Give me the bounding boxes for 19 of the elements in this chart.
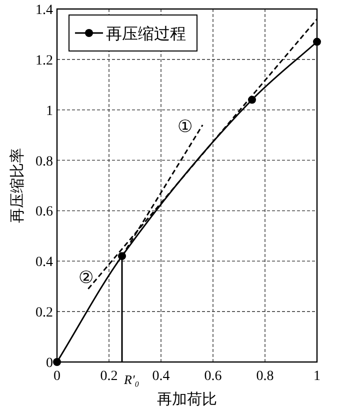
text: R′₀ bbox=[123, 372, 140, 387]
x-axis-title: 再加荷比 bbox=[157, 391, 217, 408]
annotation: ② bbox=[78, 268, 94, 287]
y-axis-title: 再压缩比率 bbox=[9, 148, 26, 223]
y-tick-label: 0.4 bbox=[36, 255, 53, 270]
legend-label: 再压缩过程 bbox=[106, 25, 186, 43]
x-tick-label: 0.2 bbox=[100, 369, 118, 384]
y-tick-label: 1.2 bbox=[36, 53, 53, 68]
x-tick-label: 0.8 bbox=[256, 369, 274, 384]
x-tick-label: 0.4 bbox=[152, 369, 170, 384]
y-tick-label: 0.6 bbox=[36, 204, 53, 220]
y-tick-label: 1.4 bbox=[36, 3, 53, 18]
x-tick-label: 0.6 bbox=[204, 369, 222, 384]
y-tick-label: 0.8 bbox=[36, 154, 53, 170]
y-tick-label: 0 bbox=[46, 356, 53, 371]
y-tick-label: 0.2 bbox=[36, 306, 53, 321]
x-tick-label: 1 bbox=[314, 369, 320, 384]
y-tick-label: 1 bbox=[46, 104, 53, 119]
annotation: ① bbox=[178, 117, 192, 136]
